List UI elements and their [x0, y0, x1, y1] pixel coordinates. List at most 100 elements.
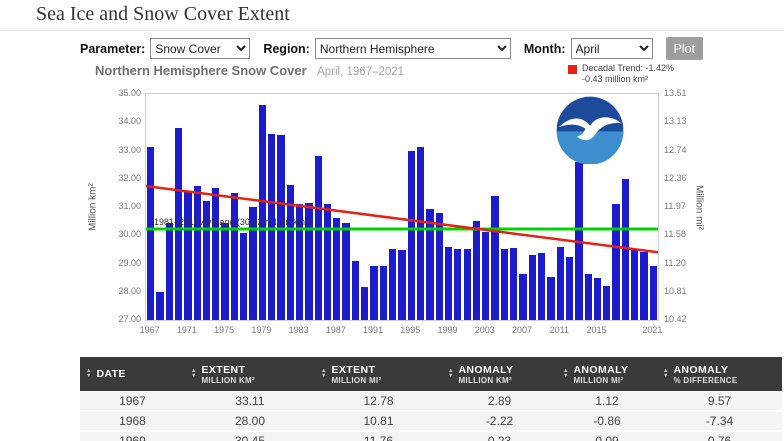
chart-lines — [146, 184, 658, 254]
bar-1978 — [249, 207, 257, 320]
bar-1979 — [258, 104, 266, 320]
plot-button[interactable]: Plot — [665, 37, 704, 60]
page-header: Sea Ice and Snow Cover Extent — [0, 0, 784, 31]
bar-1967 — [147, 147, 155, 320]
y-tick-left: 28.00 — [118, 285, 141, 296]
table-cell: 1969 — [80, 431, 185, 441]
bar-1984 — [305, 202, 313, 320]
bar-1970 — [174, 127, 183, 320]
x-tick: 1987 — [325, 325, 346, 335]
table-row: 1967 33.11 12.78 2.89 1.12 9.57 — [80, 391, 782, 412]
chart-title: Northern Hemisphere Snow Cover — [95, 63, 307, 78]
table-cell: 9.57 — [657, 391, 782, 412]
y-tick-left: 33.00 — [118, 144, 141, 155]
bar-2018 — [621, 178, 630, 320]
table-head-row: ▲ ▼ DATE ▲ ▼ EXTENT MILLION KM² ▲ ▼ EXTENT MILLION… — [80, 357, 782, 391]
chart-subtitle: April, 1967–2021 — [317, 66, 405, 78]
region-label: Region: — [263, 41, 310, 56]
y-axis-label-left: Million km² — [87, 183, 99, 231]
bar-2008 — [528, 255, 536, 320]
x-tick: 2021 — [642, 325, 663, 335]
sort-icon[interactable]: ▲ ▼ — [563, 368, 569, 379]
bar-1968 — [156, 291, 164, 320]
sort-icon[interactable]: ▲ ▼ — [448, 368, 454, 379]
column-header-anomaly-3[interactable]: ▲ ▼ ANOMALY MILLION KM² — [442, 357, 557, 391]
column-header-anomaly-5[interactable]: ▲ ▼ ANOMALY% DIFFERENCE — [657, 357, 782, 391]
table-cell: 28.00 — [185, 411, 315, 432]
x-tick: 1967 — [139, 325, 160, 335]
y-tick-right: 12.36 — [664, 172, 687, 183]
bar-1987 — [333, 218, 341, 320]
bar-1986 — [323, 204, 332, 320]
y-tick-right: 11.20 — [664, 257, 686, 268]
x-tick: 2011 — [549, 325, 569, 335]
sort-icon[interactable]: ▲ ▼ — [663, 368, 669, 379]
table-cell: 11.76 — [315, 431, 442, 441]
bar-2019 — [631, 249, 639, 320]
y-axis-label-right: Million mi² — [693, 184, 705, 230]
y-axis-right-ticks: 13.51 13.13 12.74 12.36 11.97 11.58 11.20 10.81… — [664, 88, 704, 324]
column-header-anomaly-4[interactable]: ▲ ▼ ANOMALY MILLION MI² — [557, 357, 657, 391]
bar-2005 — [500, 248, 509, 320]
bar-1988 — [342, 223, 350, 320]
bar-1982 — [286, 184, 294, 320]
bar-1991 — [370, 265, 378, 320]
bar-1983 — [295, 204, 304, 320]
bar-1969 — [165, 222, 173, 320]
y-tick-left: 35.00 — [118, 88, 141, 98]
bar-1989 — [351, 260, 360, 320]
bar-1973 — [202, 201, 211, 320]
bar-1995 — [407, 151, 415, 320]
bar-2010 — [547, 277, 555, 320]
y-tick-right: 11.58 — [664, 229, 686, 240]
bar-1996 — [416, 147, 425, 320]
bar-2014 — [584, 274, 592, 320]
bar-2015 — [593, 277, 602, 320]
controls-bar: Parameter: Snow Cover Region: Northern H… — [80, 37, 704, 60]
x-axis-ticks: 1967 1971 1975 1979 1983 1987 1991 1995 1999 2003… — [140, 325, 665, 339]
y-tick-right: 13.13 — [664, 116, 687, 127]
bar-2020 — [640, 252, 648, 320]
region-select[interactable]: Northern Hemisphere — [314, 38, 511, 59]
bar-1980 — [268, 133, 276, 320]
column-header-date-0[interactable]: ▲ ▼ DATE — [80, 357, 185, 391]
bar-1999 — [444, 246, 453, 320]
bar-1977 — [240, 232, 248, 320]
y-tick-right: 11.97 — [664, 201, 686, 211]
bar-1992 — [379, 266, 388, 320]
x-tick: 1983 — [288, 325, 309, 335]
table-cell: 1967 — [80, 391, 185, 412]
y-axis-left-ticks: 35.00 34.00 33.00 32.00 31.00 30.00 29.00 28.00… — [101, 88, 141, 324]
x-tick: 1995 — [400, 325, 421, 335]
bar-2017 — [612, 204, 620, 320]
y-tick-left: 30.00 — [118, 229, 141, 240]
bar-2016 — [603, 286, 611, 320]
y-tick-right: 10.81 — [664, 285, 687, 296]
column-header-extent-2[interactable]: ▲ ▼ EXTENT MILLION MI² — [315, 357, 442, 391]
table-cell: 30.45 — [185, 431, 315, 441]
table-cell: 2.89 — [442, 391, 557, 412]
table-cell: 1968 — [80, 411, 185, 432]
x-tick: 1979 — [251, 325, 272, 335]
parameter-label: Parameter: — [80, 41, 146, 56]
month-label: Month: — [523, 41, 566, 56]
page-title: Sea Ice and Snow Cover Extent — [36, 3, 290, 25]
x-tick: 2015 — [586, 325, 607, 335]
bar-2021 — [649, 266, 657, 320]
trend-line — [146, 184, 658, 254]
data-table: ▲ ▼ DATE ▲ ▼ EXTENT MILLION KM² ▲ ▼ EXTENT MILLION… — [80, 357, 782, 441]
sort-icon[interactable]: ▲ ▼ — [191, 368, 197, 379]
sort-icon[interactable]: ▲ ▼ — [321, 368, 327, 379]
x-tick: 1975 — [214, 325, 235, 335]
average-label: 1981–2010 Average (30.22 million km²) — [154, 217, 311, 228]
y-tick-left: 27.00 — [118, 314, 141, 324]
sort-icon[interactable]: ▲ ▼ — [86, 368, 92, 379]
bar-1993 — [389, 249, 397, 320]
month-select[interactable]: April — [570, 38, 653, 59]
chart: Northern Hemisphere Snow Cover April, 19… — [0, 60, 784, 352]
parameter-select[interactable]: Snow Cover — [150, 38, 251, 59]
bar-1975 — [221, 223, 229, 320]
bar-1971 — [184, 192, 192, 320]
column-header-extent-1[interactable]: ▲ ▼ EXTENT MILLION KM² — [185, 357, 315, 391]
